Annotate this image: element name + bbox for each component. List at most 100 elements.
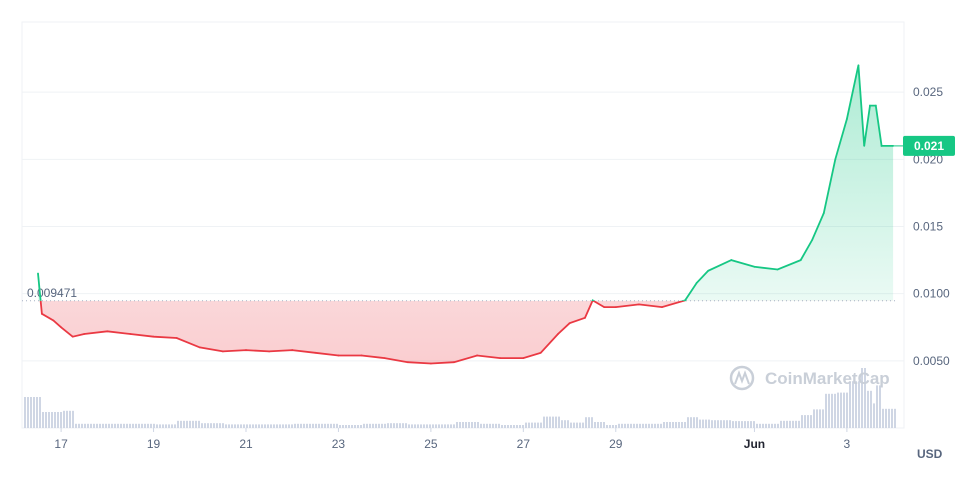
volume-bar [306, 423, 308, 428]
volume-bar [276, 424, 278, 428]
price-point [291, 349, 294, 351]
volume-bar [204, 423, 206, 428]
volume-bar [789, 420, 791, 428]
price-point [603, 306, 606, 308]
volume-bar [672, 422, 674, 428]
volume-bar [606, 425, 608, 428]
volume-bar [729, 420, 731, 428]
volume-bar [543, 416, 545, 428]
volume-bar [648, 423, 650, 428]
volume-bar [27, 397, 29, 428]
volume-bar [312, 423, 314, 428]
volume-bar [816, 409, 818, 428]
volume-bar [279, 424, 281, 428]
volume-bar [210, 423, 212, 428]
volume-bar [48, 412, 50, 428]
volume-bar [690, 417, 692, 428]
volume-bar [717, 420, 719, 428]
volume-bar [621, 423, 623, 428]
volume-bar [759, 423, 761, 428]
volume-bar [594, 422, 596, 428]
volume-bar [378, 423, 380, 428]
volume-bar [813, 409, 815, 428]
volume-bar [498, 423, 500, 428]
volume-bar [234, 424, 236, 428]
price-point [60, 326, 63, 329]
price-point [152, 335, 155, 338]
volume-bar [393, 423, 395, 428]
price-point [198, 346, 201, 349]
price-point [874, 104, 877, 107]
price-point [880, 145, 883, 147]
volume-bar [51, 412, 53, 428]
volume-bar [162, 424, 164, 428]
volume-bar [225, 424, 227, 428]
volume-bar [111, 423, 113, 428]
volume-bar [558, 416, 560, 428]
current-price-label: 0.021 [914, 139, 944, 153]
price-point [245, 349, 247, 351]
volume-bar [147, 423, 149, 428]
volume-bar [60, 412, 62, 428]
volume-bar [762, 423, 764, 428]
price-point [175, 337, 178, 339]
volume-bar [894, 408, 896, 428]
volume-bar [549, 416, 551, 428]
volume-bar [450, 424, 452, 428]
price-point [337, 354, 340, 357]
volume-bar [510, 425, 512, 428]
volume-bar [213, 423, 215, 428]
volume-bar [69, 410, 71, 428]
volume-bar [639, 423, 641, 428]
volume-bar [480, 423, 482, 428]
volume-bar [600, 422, 602, 428]
x-tick-label: 21 [239, 437, 253, 451]
volume-bar [195, 420, 197, 428]
volume-bar [891, 408, 893, 428]
volume-bar [408, 424, 410, 428]
price-point [52, 319, 55, 322]
volume-bar [876, 385, 878, 428]
volume-bar [360, 425, 362, 428]
y-tick-label: 0.015 [913, 220, 943, 234]
volume-bar [63, 410, 65, 428]
price-point [707, 269, 710, 272]
price-point [221, 350, 224, 353]
volume-bar [864, 368, 866, 428]
volume-bar [129, 423, 131, 428]
volume-bar [699, 419, 701, 428]
volume-bar [471, 422, 473, 428]
volume-bar [300, 423, 302, 428]
volume-bar [177, 420, 179, 428]
volume-bar [765, 423, 767, 428]
volume-bar [375, 423, 377, 428]
volume-bar [834, 393, 836, 428]
volume-bar [801, 415, 803, 428]
volume-bar [201, 423, 203, 428]
volume-bar [402, 423, 404, 428]
volume-bar [138, 423, 140, 428]
volume-bar [681, 422, 683, 428]
volume-bar [345, 425, 347, 428]
volume-bar [282, 424, 284, 428]
volume-bar [624, 423, 626, 428]
volume-bar [207, 423, 209, 428]
volume-bar [744, 421, 746, 428]
volume-bar [705, 419, 707, 428]
volume-bar [669, 422, 671, 428]
volume-bar [822, 409, 824, 428]
volume-bar [492, 423, 494, 428]
watermark-text: CoinMarketCap [765, 369, 890, 388]
volume-bar [573, 422, 575, 428]
volume-bar [36, 397, 38, 428]
volume-bar [246, 424, 248, 428]
volume-bar [270, 424, 272, 428]
volume-bar [102, 423, 104, 428]
volume-bar [438, 424, 440, 428]
volume-bar [615, 425, 617, 428]
price-point [268, 350, 271, 353]
volume-bar [513, 425, 515, 428]
price-point [857, 64, 860, 67]
